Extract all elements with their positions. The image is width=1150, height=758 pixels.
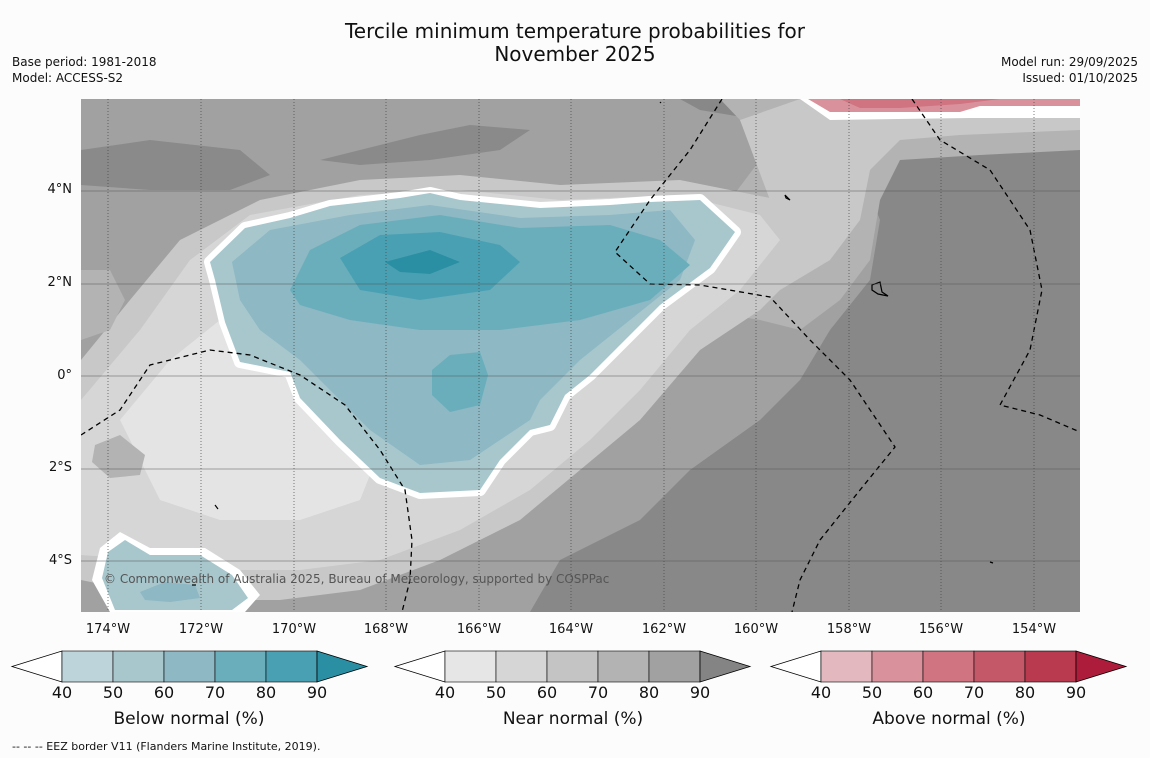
colorbar-near-low-extend	[393, 650, 446, 683]
map-fields	[81, 99, 1080, 612]
colorbar-above-bin-2	[871, 650, 924, 683]
colorbar-below-label: 80	[255, 683, 277, 702]
colorbar-below-low-extend	[10, 650, 63, 683]
near-normal-60-east	[730, 99, 1080, 290]
colorbar-above-label: 40	[810, 683, 832, 702]
lon-tick-160w: 160°W	[733, 622, 779, 637]
near-normal-70-left	[81, 270, 125, 340]
colorbar-near-bin-2	[495, 650, 548, 683]
colorbar-above-label: 80	[1014, 683, 1036, 702]
lon-tick-156w: 156°W	[918, 622, 964, 637]
island-outlines	[192, 101, 994, 586]
colorbar-above-bin-3	[922, 650, 975, 683]
below-normal-sw-60	[140, 582, 200, 602]
lon-tick-162w: 162°W	[641, 622, 687, 637]
lat-tick-4n: 4°N	[47, 182, 73, 197]
near-normal-90-east	[530, 99, 1080, 612]
base-period: Base period: 1981-2018	[12, 55, 157, 69]
issued-date: Issued: 01/10/2025	[1022, 71, 1138, 85]
lat-tick-2n: 2°N	[47, 275, 73, 290]
colorbar-near-bin-5	[648, 650, 701, 683]
colorbar-above-bin-5	[1024, 650, 1077, 683]
eez-footer-note: -- -- -- EEZ border V11 (Flanders Marine…	[12, 740, 321, 753]
colorbar-below-label: 60	[153, 683, 175, 702]
colorbar-near-bin-1	[444, 650, 497, 683]
lon-tick-166w: 166°W	[456, 622, 502, 637]
lon-tick-154w: 154°W	[1011, 622, 1057, 637]
near-normal-90-north2	[320, 125, 530, 165]
colorbar-near-label: 80	[638, 683, 660, 702]
copyright-notice: © Commonwealth of Australia 2025, Bureau…	[104, 572, 610, 586]
colorbar-near-label: 90	[689, 683, 711, 702]
lon-tick-164w: 164°W	[548, 622, 594, 637]
title-line-2: November 2025	[494, 42, 656, 66]
colorbar-near-title: Near normal (%)	[502, 709, 644, 729]
title-line-1: Tercile minimum temperature probabilitie…	[344, 19, 806, 43]
colorbar-near-bin-3	[546, 650, 599, 683]
colorbar-above-label: 90	[1065, 683, 1087, 702]
colorbar-below-bin-1	[61, 650, 114, 683]
lat-tick-4s: 4°S	[48, 553, 72, 568]
colorbar-above-bin-4	[973, 650, 1026, 683]
colorbar-below-bin-3	[163, 650, 216, 683]
colorbar-below-label: 70	[204, 683, 226, 702]
colorbar-above-label: 70	[963, 683, 985, 702]
colorbar-near-label: 60	[536, 683, 558, 702]
colorbar-near-label: 50	[485, 683, 507, 702]
colorbar-below-bin-2	[112, 650, 165, 683]
map-title: Tercile minimum temperature probabilitie…	[0, 20, 1150, 66]
colorbar-below-bin-5	[265, 650, 318, 683]
lat-lines	[81, 190, 1080, 562]
meta-right: Model run: 29/09/2025 Issued: 01/10/2025	[1001, 54, 1138, 86]
colorbar-below-label: 90	[306, 683, 328, 702]
colorbar-below-label: 40	[51, 683, 73, 702]
colorbar-above-label: 50	[861, 683, 883, 702]
colorbar-below-high-extend	[316, 650, 369, 683]
eez-borders	[81, 99, 1080, 612]
colorbar-below-label: 50	[102, 683, 124, 702]
lon-tick-174w: 174°W	[85, 622, 131, 637]
below-normal-sw-50	[102, 540, 248, 610]
colorbar-near-bin-4	[597, 650, 650, 683]
lon-tick-158w: 158°W	[826, 622, 872, 637]
colorbar-near-high-extend	[699, 650, 752, 683]
colorbar-near-label: 70	[587, 683, 609, 702]
colorbar-above-title: Above normal (%)	[872, 709, 1026, 729]
near-normal-90-north	[81, 140, 270, 190]
meta-left: Base period: 1981-2018 Model: ACCESS-S2	[12, 54, 157, 86]
colorbar-above-label: 60	[912, 683, 934, 702]
colorbar-near-label: 40	[434, 683, 456, 702]
colorbar-below-title: Below normal (%)	[113, 709, 265, 729]
colorbar-above-bin-1	[820, 650, 873, 683]
colorbar-below-bin-4	[214, 650, 267, 683]
colorbar-above-high-extend	[1075, 650, 1128, 683]
lat-tick-0: 0°	[57, 368, 72, 383]
lon-tick-170w: 170°W	[271, 622, 317, 637]
near-normal-70-left2	[92, 435, 145, 478]
colorbars	[10, 650, 1128, 683]
lon-tick-168w: 168°W	[363, 622, 409, 637]
below-normal-70-south	[432, 352, 488, 412]
model-run: Model run: 29/09/2025	[1000, 55, 1138, 69]
below-normal-90	[385, 250, 460, 274]
colorbar-above-low-extend	[769, 650, 822, 683]
above-normal-60	[840, 99, 1000, 108]
lon-tick-172w: 172°W	[178, 622, 224, 637]
model-name: Model: ACCESS-S2	[12, 71, 124, 85]
lat-tick-2s: 2°S	[48, 460, 72, 475]
